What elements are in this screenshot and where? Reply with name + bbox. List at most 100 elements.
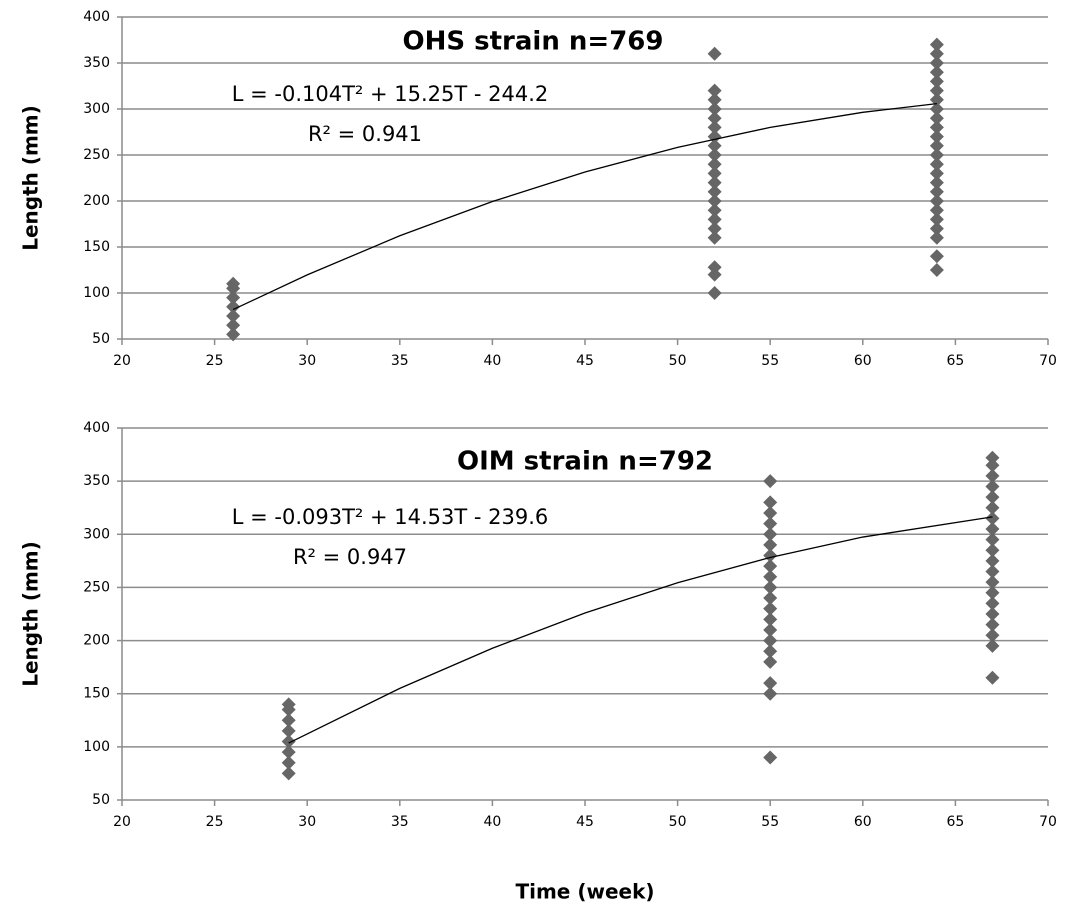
trend-line — [288, 516, 993, 744]
data-point — [985, 468, 1000, 483]
data-point — [929, 56, 944, 70]
data-point — [929, 46, 944, 61]
data-point — [985, 628, 1000, 643]
data-point — [763, 527, 778, 542]
data-point — [985, 617, 1000, 632]
data-point — [707, 194, 722, 208]
data-point — [281, 697, 296, 712]
x-tick-label: 70 — [1039, 814, 1057, 830]
data-point — [929, 221, 944, 236]
data-point — [707, 230, 722, 245]
data-point — [763, 506, 778, 521]
data-point — [763, 569, 778, 584]
data-point — [763, 580, 778, 595]
annotation: R² = 0.947 — [293, 545, 407, 569]
data-point — [763, 559, 778, 574]
y-tick-label: 50 — [92, 792, 110, 808]
x-tick-label: 65 — [946, 353, 964, 369]
data-point — [763, 495, 778, 510]
data-point — [226, 276, 241, 291]
data-point — [929, 138, 944, 153]
y-axis-label: Length (mm) — [19, 105, 43, 251]
data-point — [763, 633, 778, 648]
data-point — [985, 596, 1000, 611]
data-point — [929, 157, 944, 172]
y-tick-label: 100 — [83, 739, 110, 755]
data-point — [985, 575, 1000, 590]
data-point — [226, 327, 241, 342]
data-point — [985, 479, 1000, 494]
data-point — [929, 83, 944, 98]
annotation: L = -0.093T² + 14.53T - 239.6 — [232, 505, 549, 529]
x-tick-label: 30 — [298, 814, 316, 830]
data-point — [226, 290, 241, 305]
x-tick-label: 40 — [483, 814, 501, 830]
data-point — [763, 612, 778, 627]
data-point — [707, 120, 722, 135]
x-tick-label: 25 — [206, 814, 224, 830]
data-point — [985, 607, 1000, 621]
data-point — [707, 212, 722, 227]
x-tick-label: 30 — [298, 353, 316, 369]
data-point — [929, 129, 944, 144]
x-axis-label: Time (week) — [515, 880, 654, 904]
x-tick-label: 50 — [669, 814, 687, 830]
x-tick-label: 60 — [854, 814, 872, 830]
data-point — [281, 755, 296, 770]
data-point — [929, 65, 944, 80]
data-point — [281, 766, 296, 781]
data-point — [929, 102, 944, 116]
x-tick-label: 60 — [854, 353, 872, 369]
data-point — [985, 670, 1000, 685]
data-point — [985, 553, 1000, 568]
data-point — [929, 230, 944, 245]
x-tick-label: 20 — [113, 814, 131, 830]
x-tick-label: 50 — [669, 353, 687, 369]
y-tick-label: 250 — [83, 147, 110, 163]
y-tick-label: 400 — [83, 9, 110, 25]
chart-title: OHS strain n=769 — [403, 27, 664, 57]
x-tick-label: 65 — [946, 814, 964, 830]
y-tick-label: 50 — [92, 331, 110, 347]
data-point — [281, 734, 296, 749]
data-point — [707, 203, 722, 218]
data-point — [707, 267, 722, 282]
data-point — [929, 184, 944, 199]
x-tick-label: 55 — [761, 353, 779, 369]
data-point — [985, 543, 1000, 558]
data-point — [707, 166, 722, 181]
data-point — [985, 500, 1000, 515]
data-point — [985, 521, 1000, 536]
x-tick-label: 45 — [576, 814, 594, 830]
data-point — [929, 120, 944, 135]
y-tick-label: 150 — [83, 686, 110, 702]
data-point — [929, 37, 944, 52]
y-tick-label: 200 — [83, 193, 110, 209]
x-tick-label: 35 — [391, 814, 409, 830]
x-tick-label: 45 — [576, 353, 594, 369]
data-point — [763, 654, 778, 669]
y-tick-label: 350 — [83, 473, 110, 489]
x-tick-label: 20 — [113, 353, 131, 369]
y-axis-label: Length (mm) — [19, 541, 43, 687]
x-tick-label: 25 — [206, 353, 224, 369]
data-point — [985, 458, 1000, 473]
data-point — [707, 148, 722, 162]
y-tick-label: 300 — [83, 101, 110, 117]
data-point — [707, 138, 722, 153]
data-point — [707, 92, 722, 107]
data-point — [763, 676, 778, 691]
data-point — [707, 184, 722, 199]
x-tick-label: 40 — [483, 353, 501, 369]
y-tick-label: 250 — [83, 579, 110, 595]
data-point — [763, 686, 778, 701]
data-point — [707, 111, 722, 126]
data-point — [707, 286, 722, 300]
x-tick-label: 35 — [391, 353, 409, 369]
data-point — [707, 221, 722, 236]
data-point — [763, 601, 778, 616]
y-tick-label: 200 — [83, 633, 110, 649]
data-point — [281, 713, 296, 728]
data-point — [226, 309, 241, 323]
